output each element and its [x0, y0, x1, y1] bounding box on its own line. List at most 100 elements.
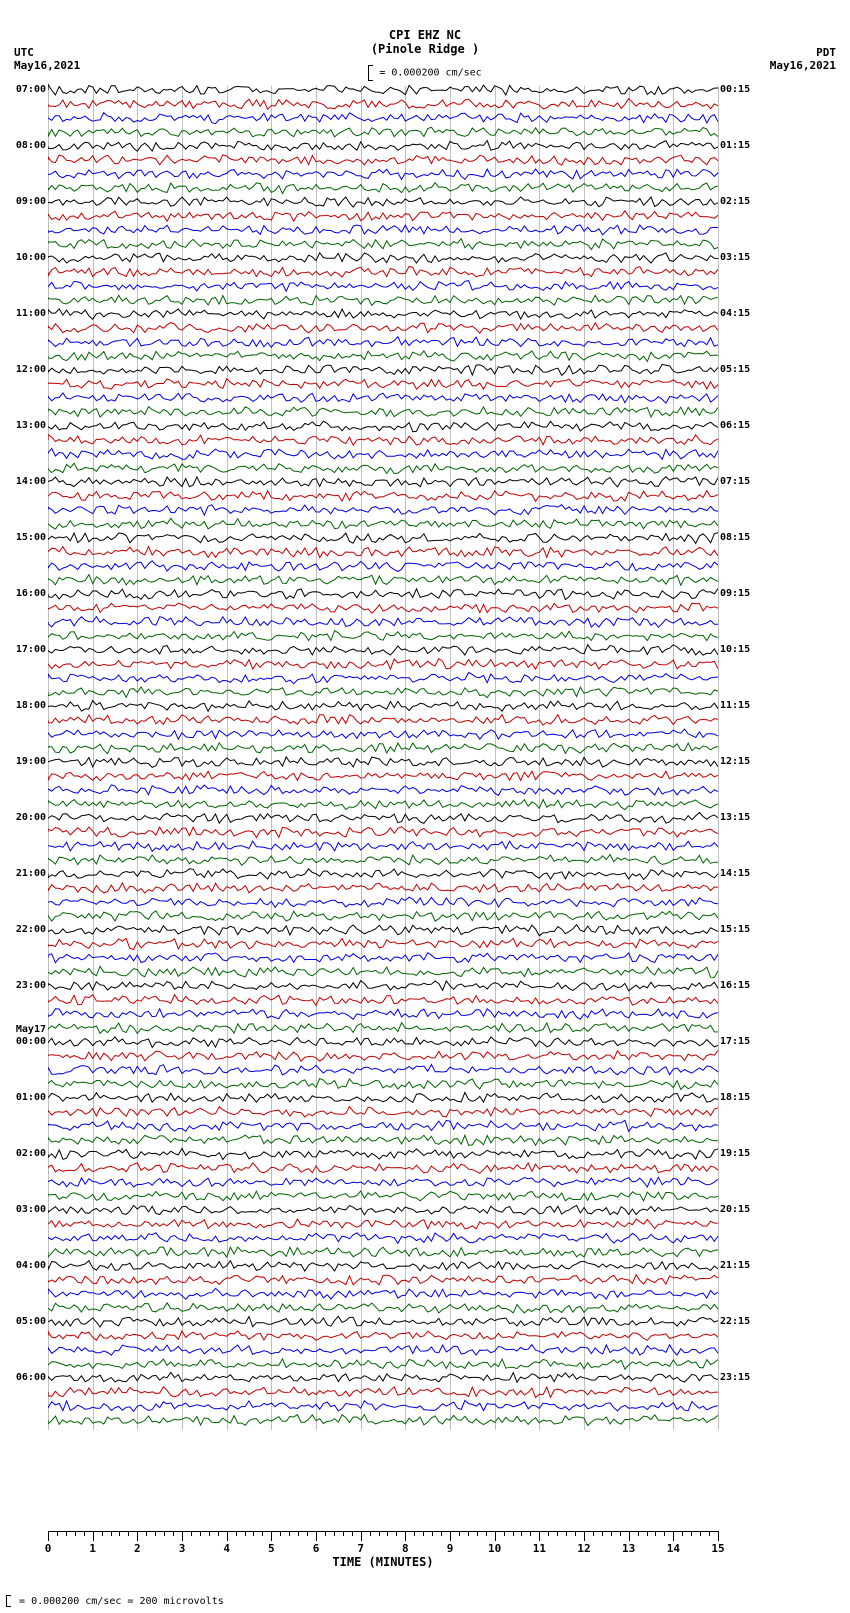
utc-time-label: 17:00	[16, 644, 46, 655]
x-tick-minor	[486, 1531, 487, 1536]
pdt-time-label: 16:15	[720, 980, 750, 991]
x-tick-label: 3	[179, 1542, 186, 1555]
x-tick-minor	[647, 1531, 648, 1536]
trace-waveform	[48, 839, 718, 853]
x-tick-major	[361, 1531, 362, 1541]
trace-waveform	[48, 433, 718, 447]
x-tick-minor	[379, 1531, 380, 1536]
trace-waveform	[48, 671, 718, 685]
utc-time-label: 06:00	[16, 1372, 46, 1383]
trace-waveform	[48, 1287, 718, 1301]
pdt-time-label: 06:15	[720, 420, 750, 431]
trace-waveform	[48, 1175, 718, 1189]
pdt-time-label: 03:15	[720, 252, 750, 263]
utc-time-label: 00:00	[16, 1036, 46, 1047]
x-tick-label: 0	[45, 1542, 52, 1555]
trace-waveform	[48, 503, 718, 517]
seismogram-plot: 07:0000:1508:0001:1509:0002:1510:0003:15…	[48, 86, 718, 1531]
x-tick-minor	[566, 1531, 567, 1536]
x-tick-minor	[575, 1531, 576, 1536]
trace-waveform	[48, 307, 718, 321]
x-tick-minor	[262, 1531, 263, 1536]
trace-waveform	[48, 335, 718, 349]
x-tick-minor	[280, 1531, 281, 1536]
seismogram-container: CPI EHZ NC (Pinole Ridge ) UTC May16,202…	[0, 0, 850, 1613]
pdt-time-label: 04:15	[720, 308, 750, 319]
x-tick-minor	[602, 1531, 603, 1536]
x-tick-minor	[548, 1531, 549, 1536]
x-tick-major	[718, 1531, 719, 1541]
trace-waveform	[48, 1385, 718, 1399]
utc-time-label: 12:00	[16, 364, 46, 375]
x-tick-minor	[664, 1531, 665, 1536]
trace-waveform	[48, 643, 718, 657]
utc-time-label: 11:00	[16, 308, 46, 319]
trace-waveform	[48, 363, 718, 377]
trace-waveform	[48, 475, 718, 489]
tz-right-label: PDT	[770, 46, 836, 59]
pdt-time-label: 02:15	[720, 196, 750, 207]
utc-time-label: 01:00	[16, 1092, 46, 1103]
x-tick-minor	[209, 1531, 210, 1536]
plot-header: CPI EHZ NC (Pinole Ridge )	[0, 28, 850, 56]
trace-waveform	[48, 1049, 718, 1063]
x-tick-major	[137, 1531, 138, 1541]
x-tick-minor	[682, 1531, 683, 1536]
x-tick-label: 7	[357, 1542, 364, 1555]
x-tick-minor	[611, 1531, 612, 1536]
trace-waveform	[48, 797, 718, 811]
x-tick-minor	[57, 1531, 58, 1536]
x-tick-minor	[530, 1531, 531, 1536]
trace-waveform	[48, 1119, 718, 1133]
x-tick-label: 12	[577, 1542, 590, 1555]
x-tick-minor	[655, 1531, 656, 1536]
pdt-time-label: 12:15	[720, 756, 750, 767]
trace-waveform	[48, 769, 718, 783]
pdt-time-label: 07:15	[720, 476, 750, 487]
x-tick-label: 2	[134, 1542, 141, 1555]
trace-waveform	[48, 881, 718, 895]
footer-scale: = 0.000200 cm/sec = 200 microvolts	[6, 1595, 224, 1607]
x-tick-major	[629, 1531, 630, 1541]
grid-line	[718, 86, 719, 1430]
pdt-time-label: 13:15	[720, 812, 750, 823]
trace-waveform	[48, 1413, 718, 1427]
scale-text: = 0.000200 cm/sec	[379, 68, 481, 79]
x-tick-label: 4	[223, 1542, 230, 1555]
trace-waveform	[48, 167, 718, 181]
trace-waveform	[48, 447, 718, 461]
x-tick-minor	[289, 1531, 290, 1536]
x-tick-major	[48, 1531, 49, 1541]
x-tick-minor	[307, 1531, 308, 1536]
trace-waveform	[48, 1315, 718, 1329]
trace-waveform	[48, 1189, 718, 1203]
utc-time-label: 16:00	[16, 588, 46, 599]
x-tick-major	[450, 1531, 451, 1541]
x-tick-label: 5	[268, 1542, 275, 1555]
x-tick-major	[93, 1531, 94, 1541]
trace-waveform	[48, 993, 718, 1007]
trace-waveform	[48, 1161, 718, 1175]
pdt-time-label: 15:15	[720, 924, 750, 935]
trace-waveform	[48, 867, 718, 881]
trace-waveform	[48, 1091, 718, 1105]
trace-waveform	[48, 125, 718, 139]
x-tick-major	[182, 1531, 183, 1541]
trace-waveform	[48, 195, 718, 209]
utc-time-label: 22:00	[16, 924, 46, 935]
x-tick-minor	[459, 1531, 460, 1536]
pdt-time-label: 20:15	[720, 1204, 750, 1215]
trace-waveform	[48, 111, 718, 125]
x-axis-baseline	[48, 1531, 718, 1532]
pdt-time-label: 23:15	[720, 1372, 750, 1383]
x-tick-minor	[218, 1531, 219, 1536]
x-tick-minor	[155, 1531, 156, 1536]
trace-waveform	[48, 1245, 718, 1259]
trace-waveform	[48, 265, 718, 279]
pdt-time-label: 14:15	[720, 868, 750, 879]
pdt-time-label: 00:15	[720, 84, 750, 95]
trace-waveform	[48, 1077, 718, 1091]
station-code: CPI EHZ NC	[0, 28, 850, 42]
trace-waveform	[48, 531, 718, 545]
trace-waveform	[48, 1105, 718, 1119]
